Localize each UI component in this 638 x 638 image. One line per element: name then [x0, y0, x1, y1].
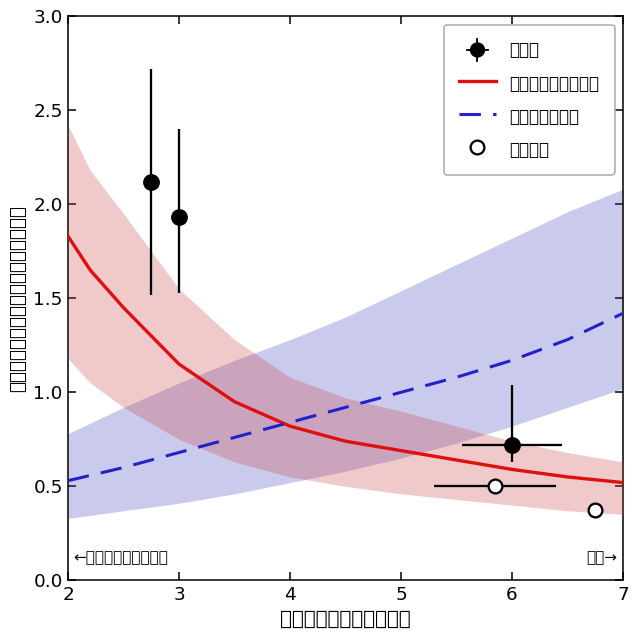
Legend: 本研究, 紫外線輻射場モデル, ガス温度モデル, 先行研究: 本研究, 紫外線輻射場モデル, ガス温度モデル, 先行研究 [444, 25, 614, 175]
Y-axis label: クェーサー視線付近での銀河相対密度: クェーサー視線付近での銀河相対密度 [9, 205, 27, 392]
Text: 遅い→: 遅い→ [586, 551, 618, 565]
Text: ←再電離の進行が早い: ←再電離の進行が早い [73, 551, 168, 565]
X-axis label: 銀河間ガスの光学的厚み: 銀河間ガスの光学的厚み [280, 610, 411, 629]
